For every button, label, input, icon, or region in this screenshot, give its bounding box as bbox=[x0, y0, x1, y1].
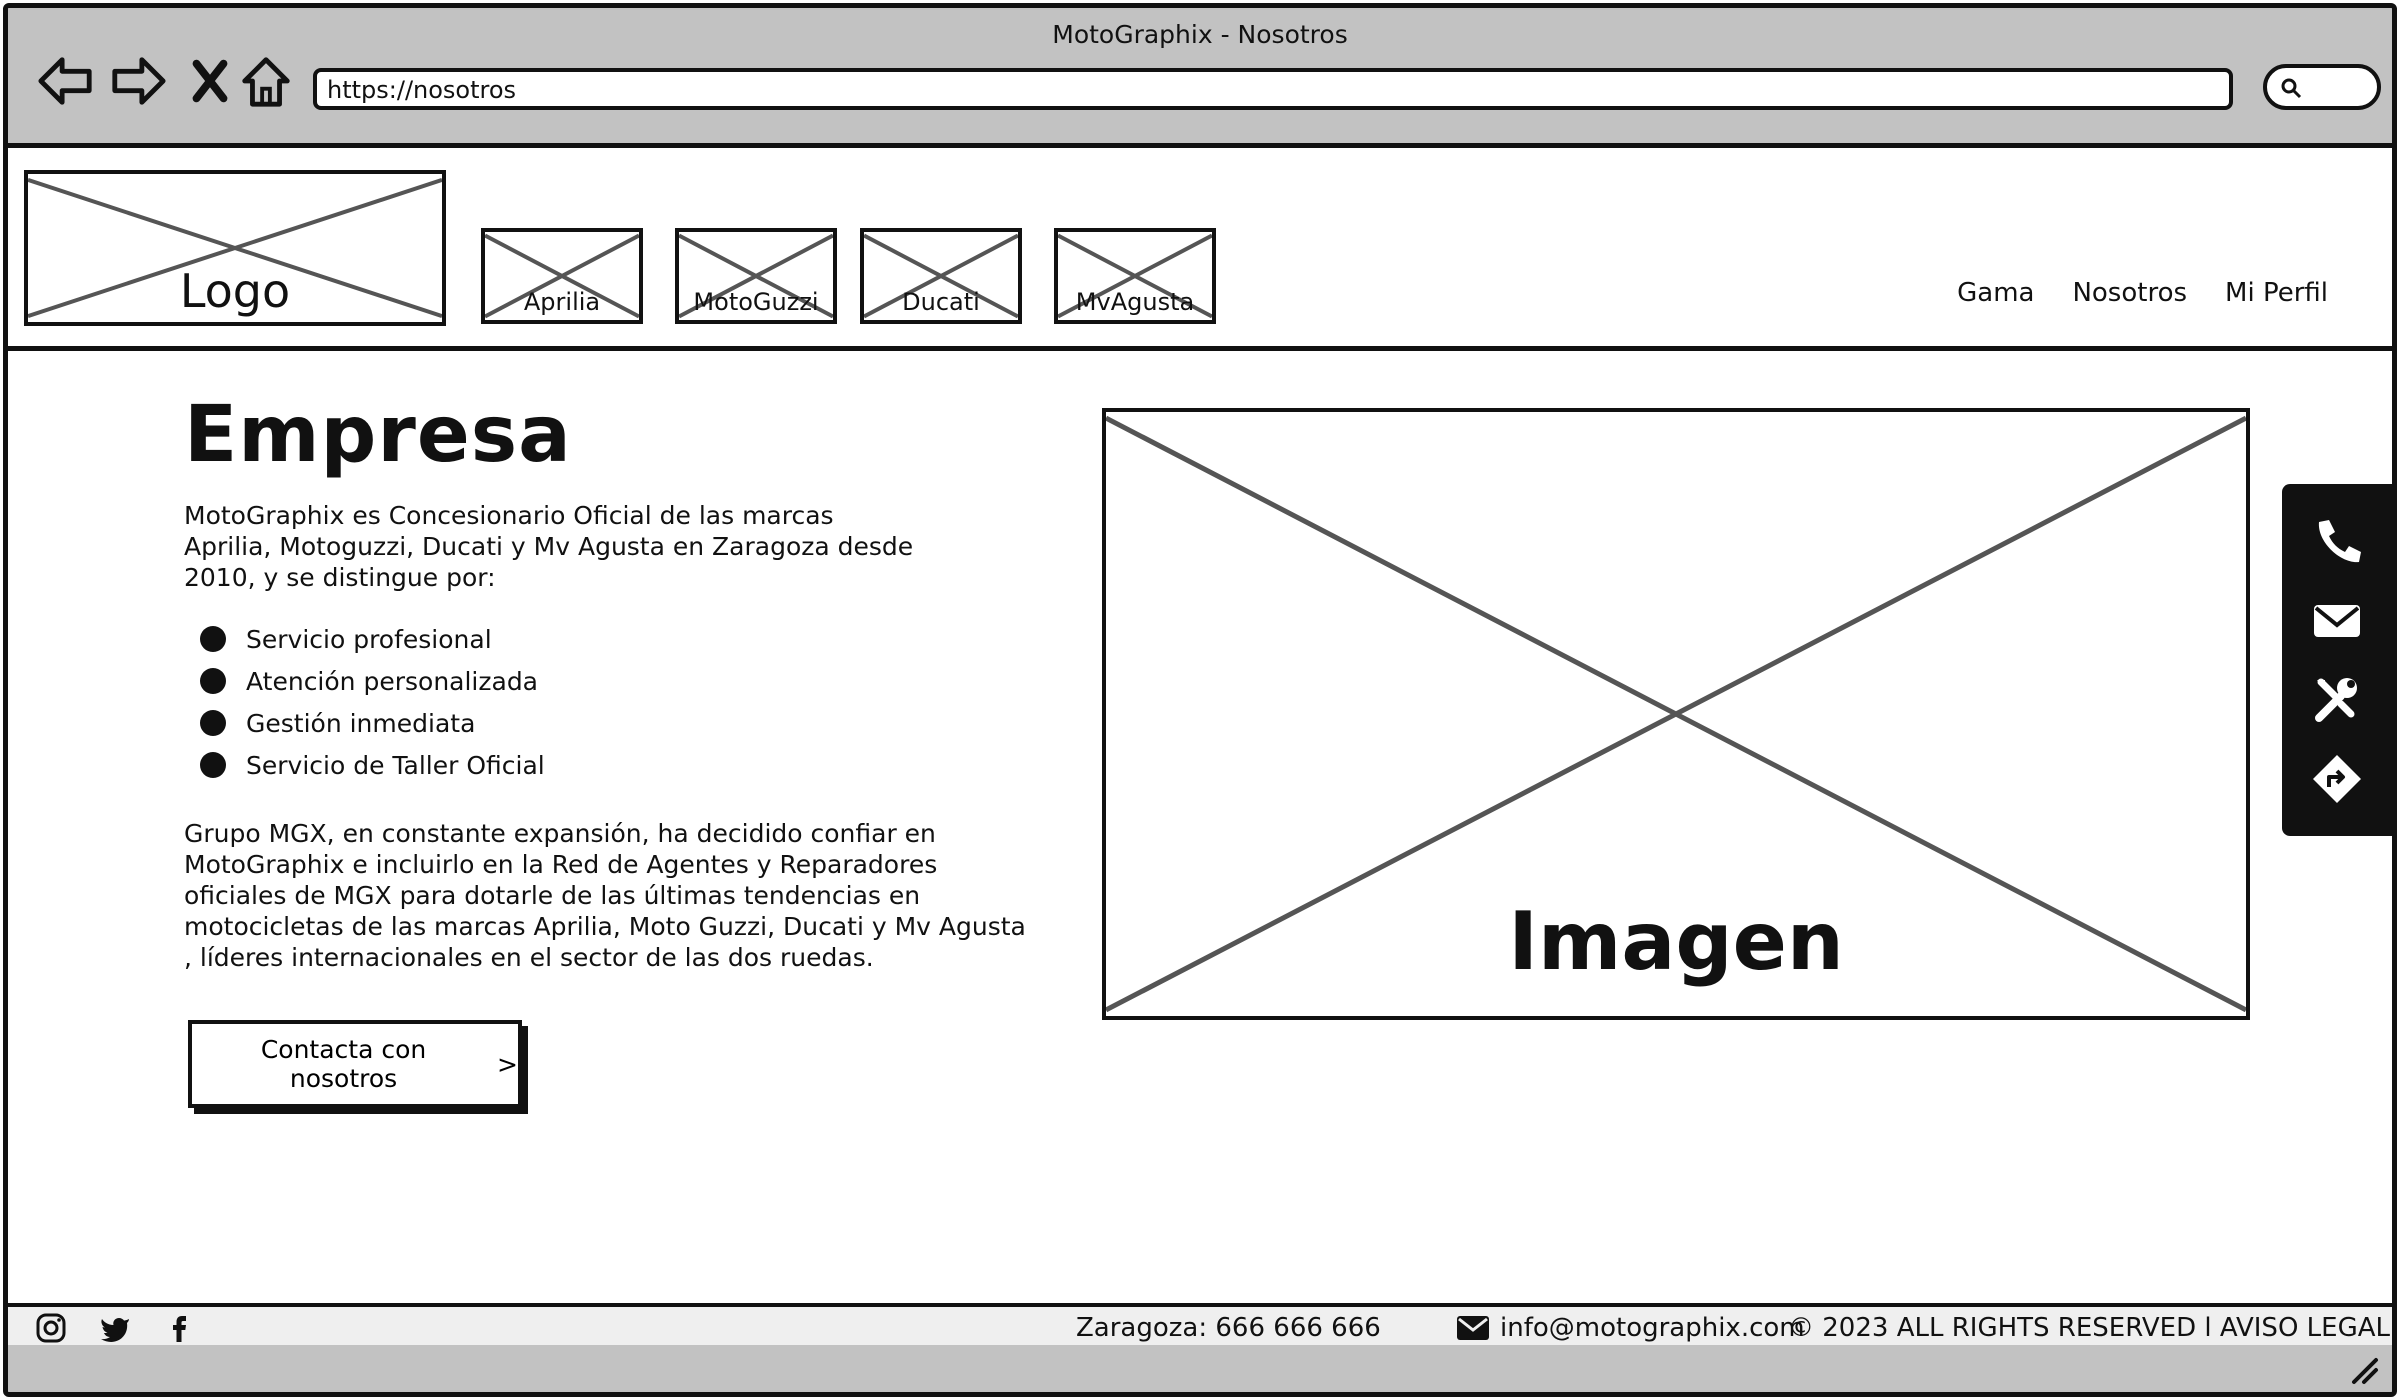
nav-nosotros[interactable]: Nosotros bbox=[2072, 278, 2188, 308]
brand-aprilia[interactable]: Aprilia bbox=[481, 228, 643, 324]
feature-label: Gestión inmediata bbox=[246, 708, 476, 738]
bullet-icon bbox=[200, 626, 226, 652]
address-bar[interactable]: https://nosotros bbox=[313, 68, 2233, 110]
mail-icon[interactable] bbox=[2307, 591, 2367, 651]
brand-label: MotoGuzzi bbox=[693, 288, 819, 316]
feature-label: Servicio de Taller Oficial bbox=[246, 750, 545, 780]
main-nav: Gama Nosotros Mi Perfil bbox=[1957, 278, 2328, 308]
page-title: Empresa bbox=[184, 390, 572, 480]
list-item: Servicio profesional bbox=[200, 618, 545, 660]
footer-rights[interactable]: © 2023 ALL RIGHTS RESERVED l AVISO LEGAL bbox=[1788, 1313, 2390, 1343]
home-icon[interactable] bbox=[236, 50, 296, 112]
logo-placeholder[interactable]: Logo bbox=[24, 170, 446, 326]
site-header: Logo Aprilia MotoGuzzi Ducati MvAgusta G… bbox=[8, 148, 2392, 351]
footer-email[interactable]: info@motographix.com bbox=[1456, 1313, 1805, 1343]
instagram-icon[interactable] bbox=[34, 1311, 68, 1345]
directions-icon[interactable] bbox=[2307, 749, 2367, 809]
contact-button[interactable]: Contacta con nosotros > bbox=[188, 1020, 522, 1108]
nav-gama[interactable]: Gama bbox=[1957, 278, 2035, 308]
browser-toolbar: MotoGraphix - Nosotros https://nosotros bbox=[8, 8, 2392, 148]
list-item: Servicio de Taller Oficial bbox=[200, 744, 545, 786]
list-item: Gestión inmediata bbox=[200, 702, 545, 744]
site-footer: Zaragoza: 666 666 666 info@motographix.c… bbox=[8, 1303, 2392, 1350]
brand-label: Aprilia bbox=[523, 288, 601, 316]
tools-icon[interactable] bbox=[2307, 670, 2367, 730]
mail-icon bbox=[1457, 1316, 1489, 1340]
intro-text: MotoGraphix es Concesionario Oficial de … bbox=[184, 501, 914, 592]
facebook-icon[interactable] bbox=[162, 1311, 196, 1345]
status-bar bbox=[8, 1345, 2392, 1392]
window-title: MotoGraphix - Nosotros bbox=[1052, 20, 1348, 49]
brand-motoguzzi[interactable]: MotoGuzzi bbox=[675, 228, 837, 324]
browser-search-button[interactable] bbox=[2263, 64, 2381, 110]
browser-window: MotoGraphix - Nosotros https://nosotros … bbox=[3, 3, 2397, 1397]
image-placeholder: Imagen bbox=[1102, 408, 2250, 1020]
feature-label: Servicio profesional bbox=[246, 624, 492, 654]
features-list: Servicio profesional Atención personaliz… bbox=[200, 618, 545, 786]
brand-mvagusta[interactable]: MvAgusta bbox=[1054, 228, 1216, 324]
close-icon[interactable] bbox=[180, 50, 240, 112]
feature-label: Atención personalizada bbox=[246, 666, 539, 696]
side-toolbar bbox=[2282, 484, 2392, 836]
bullet-icon bbox=[200, 668, 226, 694]
bullet-icon bbox=[200, 752, 226, 778]
nav-mi-perfil[interactable]: Mi Perfil bbox=[2225, 278, 2328, 308]
brand-label: Ducati bbox=[902, 288, 980, 316]
image-label: Imagen bbox=[1508, 895, 1844, 988]
footer-phone: Zaragoza: 666 666 666 bbox=[1076, 1313, 1381, 1343]
twitter-icon[interactable] bbox=[98, 1311, 132, 1345]
brand-ducati[interactable]: Ducati bbox=[860, 228, 1022, 324]
footer-email-text: info@motographix.com bbox=[1500, 1313, 1805, 1343]
group-text: Grupo MGX, en constante expansión, ha de… bbox=[184, 819, 1026, 972]
chevron-right-icon: > bbox=[497, 1049, 518, 1079]
contact-button-label: Contacta con nosotros bbox=[260, 1035, 427, 1093]
social-links bbox=[34, 1311, 196, 1345]
list-item: Atención personalizada bbox=[200, 660, 545, 702]
forward-arrow-icon[interactable] bbox=[108, 50, 168, 112]
bullet-icon bbox=[200, 710, 226, 736]
search-icon bbox=[2281, 78, 2302, 99]
brand-label: MvAgusta bbox=[1075, 288, 1195, 316]
logo-label: Logo bbox=[179, 264, 291, 318]
phone-icon[interactable] bbox=[2307, 512, 2367, 572]
resize-grip-icon[interactable] bbox=[2348, 1354, 2380, 1386]
page-viewport: Logo Aprilia MotoGuzzi Ducati MvAgusta G… bbox=[8, 148, 2392, 1350]
back-arrow-icon[interactable] bbox=[36, 50, 96, 112]
